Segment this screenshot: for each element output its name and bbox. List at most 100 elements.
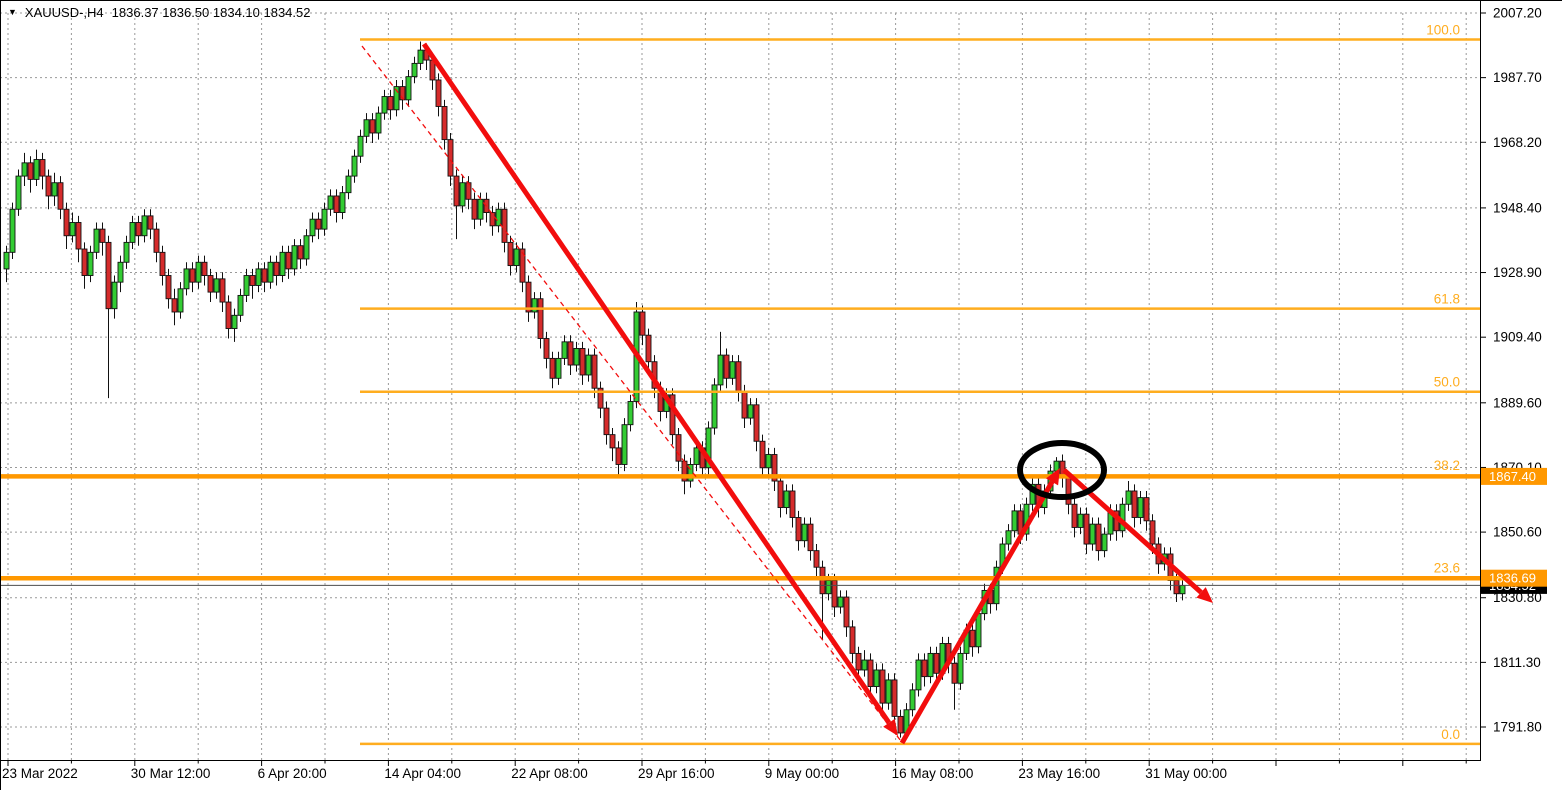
candle-bullish	[885, 679, 892, 704]
candle-bullish	[477, 198, 484, 220]
highlight-ellipse[interactable]	[1017, 440, 1107, 500]
candle-bearish	[1143, 497, 1150, 522]
candle-bearish	[771, 454, 778, 482]
candle-bullish	[9, 208, 16, 253]
candle-bullish	[957, 652, 964, 684]
time-axis-label: 14 Apr 04:00	[384, 766, 461, 781]
candle-bearish	[501, 208, 508, 243]
hline-price-badge-label: 1836.69	[1489, 571, 1536, 586]
candle-bearish	[1149, 520, 1156, 545]
candle-bearish	[171, 298, 178, 313]
time-axis-label: 16 May 08:00	[892, 766, 974, 781]
time-axis[interactable]: 23 Mar 2022 30 Mar 12:00 6 Apr 20:00 14 Apr…	[2, 760, 1467, 781]
candle-bearish	[537, 298, 544, 339]
candle-bullish	[1089, 523, 1096, 545]
candle-bearish	[369, 119, 376, 134]
candle-bullish	[327, 195, 334, 210]
candle-bearish	[1131, 490, 1138, 518]
candle-bullish	[801, 523, 808, 542]
candle-bullish	[393, 86, 400, 111]
candle-bearish	[543, 338, 550, 359]
candle-bearish	[897, 715, 904, 734]
candle-bullish	[693, 447, 700, 465]
candle-bearish	[639, 311, 646, 336]
candle-bullish	[405, 76, 412, 101]
candle-bearish	[603, 407, 610, 436]
candle-bearish	[951, 662, 958, 684]
candle-bearish	[189, 268, 196, 283]
time-axis-label: 29 Apr 16:00	[638, 766, 715, 781]
hline-price-badge	[1481, 569, 1547, 587]
price-axis-label: 1987.70	[1493, 70, 1542, 85]
candle-bearish	[1173, 580, 1180, 595]
candle-bullish	[267, 261, 274, 283]
time-axis-label: 9 May 00:00	[765, 766, 839, 781]
candle-bullish	[51, 182, 58, 197]
time-axis-label: 23 Mar 2022	[2, 766, 78, 781]
candle-bearish	[333, 195, 340, 213]
candle-bullish	[531, 298, 538, 313]
candle-bullish	[825, 580, 832, 595]
chart-title-symbol: XAUUSD-,H4	[24, 5, 104, 20]
candle-bearish	[81, 248, 88, 276]
candle-bearish	[1065, 477, 1072, 505]
trend-arrow-line[interactable]	[421, 42, 892, 725]
candle-bullish	[15, 175, 22, 210]
candle-bearish	[147, 215, 154, 230]
candle-bullish	[861, 659, 868, 671]
candle-bullish	[975, 613, 982, 648]
candle-bearish	[969, 629, 976, 648]
candle-bullish	[765, 454, 772, 469]
candle-bullish	[195, 261, 202, 283]
candle-bearish	[849, 626, 856, 654]
candle-bearish	[609, 434, 616, 449]
candle-bullish	[183, 268, 190, 290]
candle-bearish	[447, 139, 454, 177]
candle-bullish	[711, 384, 718, 429]
price-axis[interactable]: 2007.20 1987.70 1968.20 1948.40 1928.90 1909.…	[1480, 6, 1542, 735]
candle-bullish	[1005, 530, 1012, 545]
candle-bullish	[21, 162, 28, 177]
candle-bearish	[831, 580, 838, 608]
candle-bullish	[69, 222, 76, 237]
candle-bullish	[237, 294, 244, 316]
candlestick-series	[3, 41, 1186, 738]
candle-bullish	[117, 261, 124, 283]
candle-bearish	[891, 679, 898, 717]
candle-bullish	[129, 222, 136, 243]
candle-bullish	[873, 669, 880, 688]
candle-bearish	[807, 523, 814, 552]
candle-bearish	[285, 251, 292, 270]
price-axis-label: 1791.80	[1493, 719, 1542, 734]
candle-bearish	[567, 341, 574, 366]
candle-bullish	[1077, 513, 1084, 528]
candle-bearish	[249, 275, 256, 286]
fibonacci-retracement: 100.0 61.8 50.0 38.2 23.6 0.0	[360, 23, 1480, 746]
candle-bearish	[45, 175, 52, 197]
candle-bearish	[1095, 523, 1102, 552]
candle-bullish	[87, 251, 94, 276]
candle-bullish	[747, 404, 754, 419]
candle-bearish	[39, 159, 46, 177]
candle-bearish	[795, 517, 802, 542]
candle-bullish	[459, 182, 466, 207]
candle-bullish	[909, 689, 916, 711]
candle-bullish	[243, 275, 250, 296]
candle-bullish	[123, 241, 130, 263]
candle-bearish	[507, 241, 514, 267]
fib-level-label: 0.0	[1441, 727, 1460, 742]
time-axis-label: 23 May 16:00	[1018, 766, 1100, 781]
candle-bullish	[339, 192, 346, 213]
fib-level-label: 50.0	[1434, 375, 1460, 390]
symbol-dropdown-icon[interactable]: ▼	[8, 7, 17, 17]
candle-bullish	[729, 361, 736, 379]
candle-bullish	[1179, 585, 1186, 595]
candle-bearish	[225, 301, 232, 330]
candle-bearish	[159, 251, 166, 276]
trend-arrow-line[interactable]	[899, 480, 1055, 745]
candle-bearish	[597, 387, 604, 409]
candle-bearish	[525, 281, 532, 313]
